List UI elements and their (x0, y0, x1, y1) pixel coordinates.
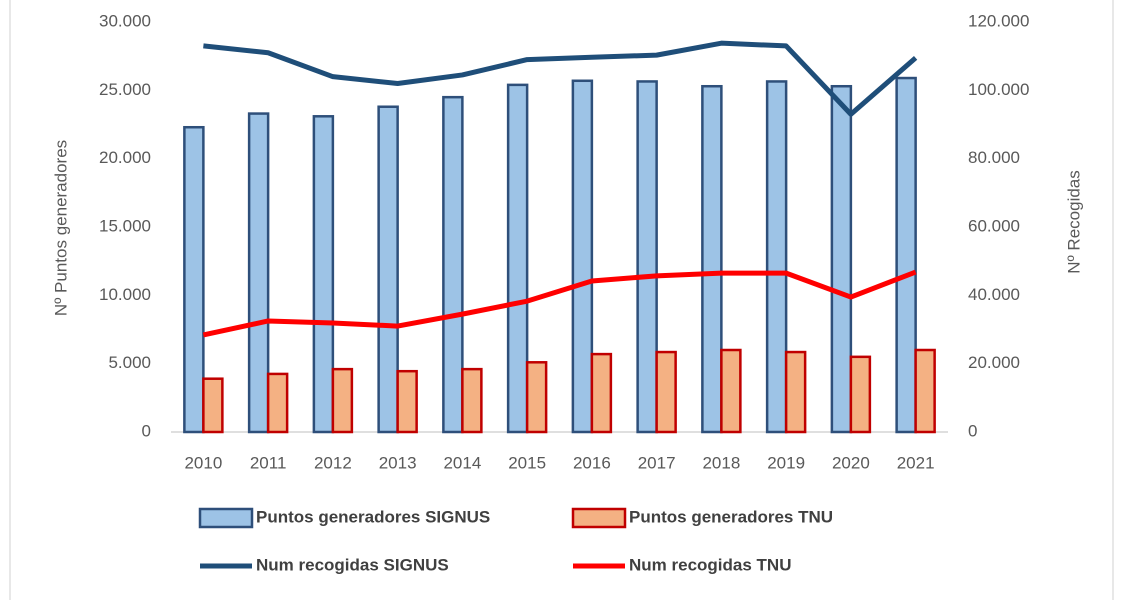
bar (396, 369, 418, 434)
bar (830, 84, 853, 434)
y2-tick-label: 40.000 (968, 285, 1020, 304)
x-tick-label: 2013 (379, 453, 417, 472)
legend-label: Num recogidas SIGNUS (256, 555, 449, 574)
y-axis-title: Nº Puntos generadores (51, 140, 70, 316)
y-tick-label: 20.000 (99, 148, 151, 167)
bar (247, 112, 270, 434)
bar (202, 377, 224, 434)
x-tick-label: 2015 (508, 453, 546, 472)
x-tick-label: 2020 (832, 453, 870, 472)
legend-label: Puntos generadores TNU (629, 507, 833, 526)
bar (895, 76, 917, 434)
bar (442, 95, 464, 434)
x-tick-label: 2016 (573, 453, 611, 472)
bar (720, 348, 742, 434)
x-tick-label: 2021 (897, 453, 935, 472)
legend-swatch (198, 507, 254, 529)
y2-tick-label: 0 (968, 421, 977, 440)
bar (765, 80, 788, 434)
bar (784, 350, 807, 434)
legend-swatch (571, 507, 627, 529)
x-tick-label: 2011 (250, 453, 287, 472)
y-tick-label: 15.000 (99, 216, 151, 235)
y-tick-label: 25.000 (99, 80, 151, 99)
y-tick-label: 5.000 (108, 353, 151, 372)
y2-tick-label: 20.000 (968, 353, 1020, 372)
legend-label: Num recogidas TNU (629, 555, 791, 574)
bar (461, 367, 483, 434)
bar (183, 125, 205, 434)
bar (331, 367, 354, 434)
y-tick-label: 30.000 (99, 11, 151, 30)
x-tick-label: 2019 (767, 453, 805, 472)
bar (312, 115, 335, 434)
y-tick-label: 10.000 (99, 285, 151, 304)
y2-tick-label: 80.000 (968, 148, 1020, 167)
bar (571, 79, 594, 434)
bar (525, 361, 548, 434)
x-tick-label: 2010 (184, 453, 222, 472)
chart-frame (9, 0, 1114, 600)
x-tick-label: 2012 (314, 453, 352, 472)
bar (266, 372, 289, 434)
x-tick-label: 2018 (702, 453, 740, 472)
legend-label: Puntos generadores SIGNUS (256, 507, 490, 526)
bar (655, 350, 677, 434)
x-tick-label: 2014 (443, 453, 481, 472)
y2-axis-title: Nº Recogidas (1064, 170, 1083, 274)
bar (506, 83, 529, 434)
line (203, 40, 918, 117)
bar (914, 348, 936, 434)
y2-tick-label: 60.000 (968, 216, 1020, 235)
x-tick-label: 2017 (638, 453, 676, 472)
bar (590, 352, 613, 434)
y2-tick-label: 120.000 (968, 11, 1029, 30)
bar (377, 105, 399, 434)
bar (849, 355, 872, 434)
y2-tick-label: 100.000 (968, 80, 1029, 99)
bar (636, 80, 658, 434)
y-tick-label: 0 (142, 421, 151, 440)
bar (701, 84, 723, 434)
line (202, 269, 917, 338)
